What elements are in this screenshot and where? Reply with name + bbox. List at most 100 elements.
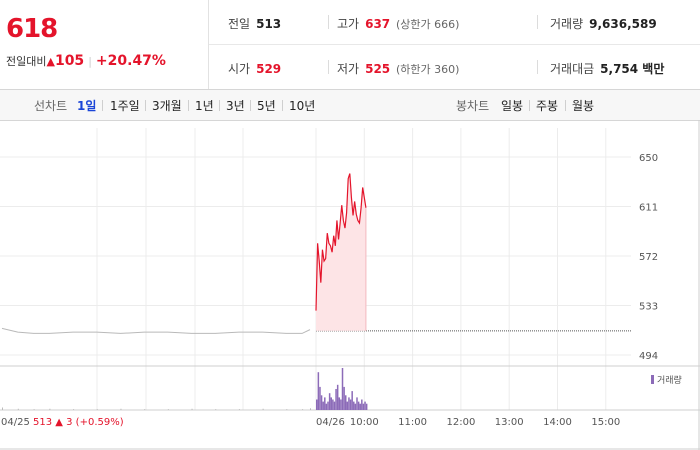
stat-label: 시가 <box>228 62 251 76</box>
x-tick-label: 11:00 <box>398 417 427 428</box>
volume-bar <box>333 401 336 410</box>
up-arrow-icon: ▲ <box>46 55 55 68</box>
period-1y-tab[interactable]: 1년 <box>195 99 214 113</box>
candle-monthly-tab[interactable]: 월봉 <box>572 99 595 113</box>
period-1w-tab[interactable]: 1주일 <box>110 99 140 113</box>
divider <box>145 100 146 111</box>
volume-bar <box>330 397 332 410</box>
y-tick-label: 533 <box>639 302 658 313</box>
volume-bar <box>120 408 122 410</box>
price-area-day2 <box>316 173 366 331</box>
period-1d-tab[interactable]: 1일 <box>77 99 97 113</box>
y-tick-label: 572 <box>639 252 658 263</box>
volume-bar <box>319 386 321 410</box>
volume-bar <box>144 409 146 410</box>
volume-bar <box>341 368 344 410</box>
y-tick-label: 650 <box>639 153 658 164</box>
change-label: 전일대비 <box>6 55 47 68</box>
stats-panel: 전일 513 고가 637 (상한가 666) 거래량 9,636,589 시가 529… <box>209 0 700 89</box>
period-10y-tab[interactable]: 10년 <box>289 99 316 113</box>
stat-value: 5,754 백만 <box>600 62 665 76</box>
stat-trade-value: 거래대금 5,754 백만 <box>550 60 664 77</box>
x-tick-label: 12:00 <box>446 417 475 428</box>
divider <box>282 100 283 111</box>
x-tick-label: 10:00 <box>350 417 379 428</box>
volume-bar <box>362 403 365 410</box>
price-line-day1 <box>1 327 311 334</box>
volume-bar <box>348 397 350 410</box>
x-tick-label: 15:00 <box>591 417 620 428</box>
stat-label: 전일 <box>228 17 251 31</box>
stats-row-2: 시가 529 저가 525 (하한가 360) 거래대금 5,754 백만 <box>209 45 700 89</box>
volume-bar <box>332 399 334 410</box>
volume-bar <box>33 409 35 410</box>
volume-bar <box>325 403 328 410</box>
stat-value: 513 <box>256 17 282 31</box>
volume-bar <box>324 397 326 410</box>
stat-volume: 거래량 9,636,589 <box>550 15 657 32</box>
volume-bar <box>238 409 240 410</box>
volume-bar <box>215 409 217 410</box>
volume-bar <box>365 403 368 410</box>
volume-bar <box>96 409 98 410</box>
stats-row-1: 전일 513 고가 637 (상한가 666) 거래량 9,636,589 <box>209 0 700 45</box>
chart-grid <box>0 120 700 450</box>
stat-value: 9,636,589 <box>589 17 657 31</box>
volume-legend: 거래량 <box>651 373 682 386</box>
volume-bar <box>302 409 304 410</box>
divider <box>188 100 189 111</box>
divider <box>537 60 538 74</box>
volume-bar <box>17 408 19 410</box>
volume-bar <box>328 393 331 410</box>
period-5y-tab[interactable]: 5년 <box>257 99 276 113</box>
divider <box>537 15 538 29</box>
volume-bar <box>359 403 361 410</box>
stat-open: 시가 529 <box>228 60 281 77</box>
change-percent: +20.47% <box>95 53 166 69</box>
stat-label: 고가 <box>337 17 360 31</box>
price-line-day2 <box>315 173 367 311</box>
stat-value: 637 <box>365 17 391 31</box>
divider <box>250 100 251 111</box>
volume-bar <box>344 395 347 410</box>
chart-toolbar: 선차트 1일 1주일 3개월 1년 3년 5년 10년 봉차트 일봉 주봉 월봉 <box>0 90 700 121</box>
volume-bar <box>286 409 288 410</box>
volume-series <box>2 368 368 410</box>
stat-value: 525 <box>365 62 391 76</box>
volume-bar <box>353 401 355 410</box>
volume-bar <box>322 401 324 410</box>
volume-bar <box>351 391 353 410</box>
candle-weekly-tab[interactable]: 주봉 <box>536 99 559 113</box>
price-series <box>1 173 631 334</box>
period-3y-tab[interactable]: 3년 <box>226 99 245 113</box>
volume-bar <box>356 397 358 410</box>
divider <box>565 100 566 111</box>
x-tick-label: 14:00 <box>543 417 572 428</box>
volume-bar <box>346 401 349 410</box>
volume-bar <box>73 409 75 410</box>
x-tick-label: 04/26 <box>316 417 345 428</box>
line-chart-label: 선차트 <box>34 99 68 113</box>
stat-extra: (상한가 666) <box>395 18 460 31</box>
axis-labels: 650 611 572 533 494 04/25 04/26 10:00 11:00 12:00… <box>1 153 658 428</box>
volume-bar <box>262 408 264 410</box>
volume-bar <box>340 399 342 410</box>
change-row: 전일대비▲105 | +20.47% <box>6 53 166 69</box>
divider <box>328 60 329 74</box>
period-3m-tab[interactable]: 3개월 <box>152 99 182 113</box>
x-tick-label: 04/25 <box>1 417 30 428</box>
volume-swatch <box>651 375 654 384</box>
current-price: 618 <box>6 14 58 44</box>
candle-daily-tab[interactable]: 일봉 <box>501 99 524 113</box>
volume-bar <box>343 386 345 410</box>
volume-bar <box>357 401 360 410</box>
volume-bar <box>167 409 169 410</box>
stat-high: 고가 637 (상한가 666) <box>337 15 459 32</box>
volume-bar <box>336 384 339 410</box>
volume-bar <box>335 389 337 410</box>
prev-day-note: 513 ▲ 3 (+0.59%) <box>33 417 124 428</box>
volume-bar <box>361 399 363 410</box>
volume-bar <box>191 408 193 410</box>
stat-low: 저가 525 (하한가 360) <box>337 60 459 77</box>
